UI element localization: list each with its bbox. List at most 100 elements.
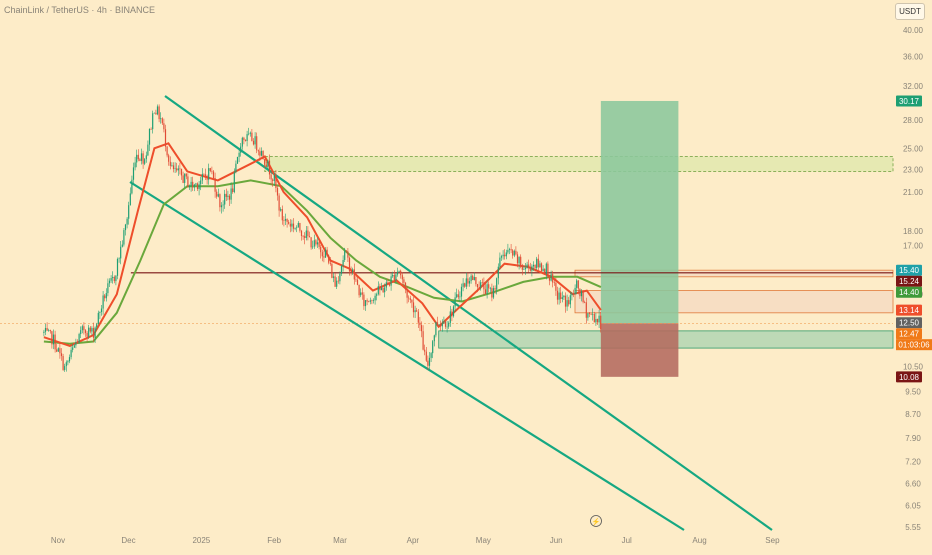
price-label: 30.17: [899, 97, 920, 106]
candle-body: [512, 250, 514, 256]
candle-body: [324, 249, 327, 258]
countdown-label: 01:03:06: [898, 341, 930, 350]
candle-body: [321, 252, 323, 257]
candle-body: [150, 128, 152, 130]
candle-body: [440, 324, 442, 327]
ema-slow-line: [43, 179, 602, 345]
candle-body: [489, 288, 491, 289]
candle-body: [51, 331, 53, 345]
candle-body: [443, 321, 445, 324]
candle-body: [384, 287, 386, 293]
y-tick-label: 32.00: [903, 82, 924, 91]
price-label: 12.50: [899, 319, 920, 328]
price-label: 15.40: [899, 266, 920, 275]
candle-body: [212, 171, 215, 179]
candle-body: [566, 300, 568, 307]
price-label: 12.47: [899, 330, 920, 339]
candle-body: [198, 184, 200, 190]
candle-body: [206, 175, 208, 180]
currency-button[interactable]: USDT: [895, 3, 925, 20]
candle-body: [110, 278, 112, 281]
y-tick-label: 6.60: [905, 479, 921, 488]
x-tick-label: Jun: [550, 536, 563, 545]
candle-body: [411, 299, 413, 303]
candle-body: [73, 345, 75, 348]
price-label: 15.24: [899, 277, 920, 286]
candle-body: [360, 292, 362, 296]
flash-icon[interactable]: ⚡: [590, 515, 602, 527]
candle-body: [396, 271, 399, 275]
y-tick-label: 36.00: [903, 53, 924, 62]
candle-body: [361, 292, 363, 295]
candle-body: [209, 168, 211, 171]
candle-body: [313, 240, 315, 247]
candle-body: [64, 366, 66, 370]
candle-body: [547, 263, 549, 278]
candle-body: [593, 314, 595, 323]
candle-body: [588, 313, 591, 315]
candle-body: [241, 137, 243, 147]
candle-body: [548, 277, 551, 281]
candle-body: [416, 310, 418, 312]
candle-body: [561, 297, 563, 299]
title-separator: ·: [109, 5, 115, 15]
candle-body: [44, 327, 47, 332]
price-layer: [43, 104, 602, 372]
candle-body: [246, 134, 248, 141]
candle-body: [531, 266, 533, 271]
candle-body: [395, 274, 397, 281]
candle-body: [505, 252, 507, 257]
price-label-box: [896, 317, 922, 329]
candle-body: [417, 311, 419, 323]
price-label-box: [896, 371, 922, 383]
candle-body: [569, 295, 571, 305]
candle-body: [310, 237, 312, 248]
candle-body: [65, 362, 67, 367]
candle-body: [552, 274, 554, 283]
y-tick-label: 23.00: [903, 165, 924, 174]
target-zone: [600, 100, 679, 324]
candle-body: [249, 132, 251, 134]
candle-body: [449, 311, 451, 323]
candle-body: [104, 295, 106, 299]
candle-body: [563, 295, 565, 298]
y-tick-label: 28.00: [903, 116, 924, 125]
candle-body: [371, 300, 373, 301]
candle-body: [339, 273, 341, 282]
candle-body: [523, 269, 525, 270]
y-tick-label: 7.20: [905, 458, 921, 467]
candle-body: [328, 255, 330, 263]
candle-body: [576, 280, 578, 288]
candle-body: [102, 295, 104, 309]
x-tick-label: Nov: [51, 536, 65, 545]
candle-body: [446, 326, 448, 328]
candle-body: [424, 349, 426, 352]
exchange: BINANCE: [114, 5, 155, 15]
candle-body: [144, 159, 146, 164]
x-tick-label: Sep: [765, 536, 780, 545]
y-tick-label: 17.00: [903, 241, 924, 250]
candle-body: [118, 258, 120, 260]
candle-body: [497, 266, 499, 279]
candle-body: [259, 151, 261, 156]
candle-body: [278, 195, 280, 211]
candle-body: [433, 335, 435, 342]
candle-body: [544, 268, 546, 274]
candle-body: [600, 315, 602, 330]
candle-body: [465, 278, 467, 287]
candle-body: [91, 328, 93, 332]
candle-body: [260, 150, 263, 156]
candle-body: [156, 106, 159, 115]
candle-body: [220, 205, 223, 208]
candle-body: [169, 161, 171, 166]
zones-layer: [264, 100, 894, 377]
candle-body: [100, 308, 103, 313]
candle-body: [457, 294, 459, 298]
candle-body: [336, 280, 338, 287]
candle-body: [70, 349, 72, 358]
candle-body: [291, 223, 293, 227]
candle-body: [172, 165, 175, 170]
y-tick-label: 9.50: [905, 388, 921, 397]
